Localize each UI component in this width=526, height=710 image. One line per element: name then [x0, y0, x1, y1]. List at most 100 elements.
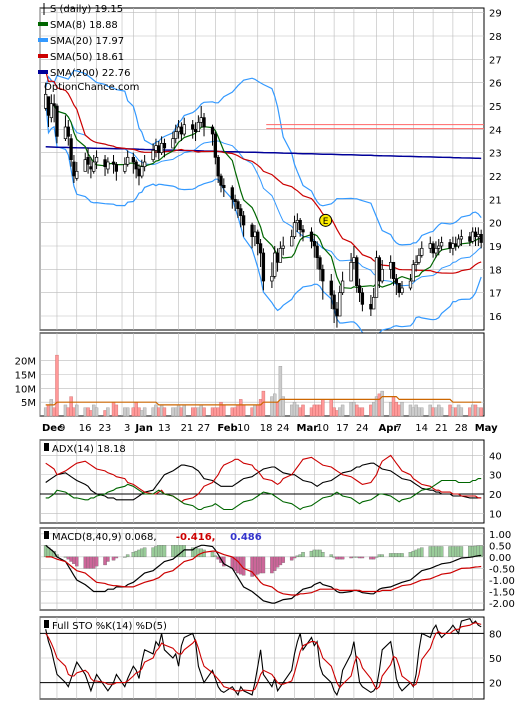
volume-bar — [154, 404, 158, 417]
volume-bar — [380, 390, 384, 417]
bollinger-upper-line — [45, 69, 482, 246]
macd-histogram-bar — [281, 556, 285, 563]
volume-bar — [134, 401, 138, 417]
candle-body — [292, 222, 297, 238]
volume-bar — [114, 404, 119, 417]
x-tick-label: Dec — [42, 423, 63, 434]
y-tick-label: 22 — [489, 172, 502, 183]
candle-body — [479, 233, 483, 243]
volume-bar — [459, 407, 464, 417]
volume-bar — [434, 407, 438, 417]
macd-histogram-bar — [114, 556, 119, 559]
volume-bar — [431, 407, 435, 417]
volume-bar — [219, 401, 223, 417]
volume-bar — [179, 407, 184, 417]
candle-body — [411, 264, 415, 282]
macd-histogram-bar — [301, 552, 305, 558]
volume-bar — [391, 396, 396, 417]
volume-bar — [55, 354, 59, 417]
y-tick-label: 20M — [15, 357, 36, 368]
candle-body — [159, 142, 164, 154]
volume-bar — [318, 404, 322, 417]
candle-body — [233, 198, 237, 203]
volume-bar — [298, 407, 302, 417]
candle-body — [428, 243, 432, 249]
volume-bar — [360, 407, 365, 417]
volume-bar — [202, 407, 206, 417]
candle-body — [134, 161, 138, 170]
candle-body — [137, 168, 141, 177]
volume-bar — [222, 404, 226, 417]
y-tick-label: 26 — [489, 79, 502, 90]
candle-body — [448, 242, 452, 249]
volume-bar — [63, 404, 68, 417]
candle-body — [213, 133, 217, 158]
volume-bar — [388, 401, 393, 417]
volume-bar — [270, 396, 274, 417]
y-tick-label: 15M — [15, 371, 36, 382]
candle-body — [360, 292, 365, 305]
candle-body — [377, 257, 382, 282]
volume-bar — [213, 407, 218, 417]
legend-line-swatch — [38, 54, 48, 58]
volume-bar — [66, 407, 70, 417]
macd-signal-line — [45, 550, 482, 596]
volume-bar — [182, 404, 186, 417]
volume-bar — [193, 407, 198, 417]
x-tick-label: 23 — [99, 423, 112, 434]
volume-bar — [338, 407, 342, 417]
volume-bar — [69, 396, 73, 417]
candle-body — [86, 156, 90, 165]
candle-body — [394, 278, 398, 284]
x-tick-label: 24 — [277, 423, 290, 434]
candle-body — [83, 159, 87, 172]
volume-bar — [476, 407, 481, 417]
volume-bar — [289, 404, 294, 417]
macd-histogram-bar — [106, 556, 110, 562]
candle-body — [230, 187, 234, 200]
macd-histogram-bar — [400, 553, 404, 558]
candle-body — [49, 103, 53, 119]
volume-bar — [372, 401, 376, 417]
candle-body — [468, 236, 472, 242]
candle-body — [329, 280, 333, 296]
candle-body — [290, 236, 294, 247]
candle-body — [355, 257, 359, 287]
y-tick-label: 20 — [489, 490, 502, 501]
candle-body — [380, 268, 384, 282]
y-tick-label: 24 — [489, 125, 502, 136]
volume-bar — [151, 407, 155, 417]
volume-bar — [49, 399, 54, 417]
candle-body — [216, 156, 220, 177]
volume-bar — [43, 407, 48, 417]
volume-bar — [52, 407, 56, 417]
volume-bar — [417, 407, 421, 417]
macd-histogram-bar — [439, 546, 444, 558]
volume-bar — [400, 401, 404, 417]
volume-bar — [437, 404, 441, 417]
volume-bar — [454, 407, 458, 417]
macd-histogram-bar — [459, 546, 464, 558]
earnings-marker — [319, 213, 333, 227]
volume-bar — [309, 407, 314, 417]
volume-bar — [241, 404, 246, 417]
candle-body — [219, 175, 223, 186]
x-tick-label: Mar — [297, 423, 319, 434]
price-legend: S (daily) 19.15 SMA(8) 18.88 SMA(20) 17.97… — [38, 3, 131, 79]
volume-bar — [439, 407, 444, 417]
macd-line — [45, 544, 482, 604]
stochastic-series-line — [45, 622, 482, 692]
candle-body — [298, 219, 302, 231]
volume-bar — [92, 404, 96, 417]
candle-body — [55, 105, 59, 137]
volume-bar — [176, 404, 181, 417]
candle-body — [270, 275, 274, 282]
macd-histogram-bar — [111, 556, 116, 561]
candle-body — [162, 142, 167, 149]
volume-bar — [216, 407, 220, 417]
volume-bar — [250, 407, 254, 417]
volume-bar — [131, 407, 136, 417]
candle-body — [400, 287, 404, 294]
candle-body — [408, 280, 413, 289]
